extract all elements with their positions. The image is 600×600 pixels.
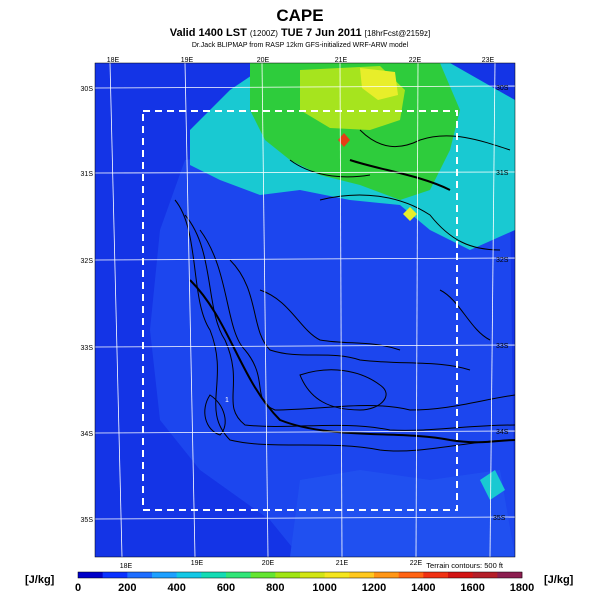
valid-date: TUE 7 Jun 2011 (280, 27, 362, 39)
valid-local-time: Valid 1400 LST (169, 27, 247, 39)
legend-swatch (300, 572, 325, 578)
legend-unit-left: [J/kg] (25, 574, 55, 586)
cape-field: 1 (95, 63, 515, 557)
valid-utc-time: (1200Z) (249, 29, 278, 38)
forecast-info: [18hrFcst@2159z] (364, 29, 431, 38)
lat-label-right: 31S (496, 170, 509, 177)
lat-label-right: 35S (493, 515, 506, 522)
model-credit: Dr.Jack BLIPMAP from RASP 12km GFS-initi… (191, 42, 409, 49)
legend-tick-label: 800 (266, 582, 284, 594)
lon-label-bottom: 18E (120, 563, 133, 570)
legend-tick-label: 1000 (312, 582, 336, 594)
legend-swatch (324, 572, 350, 578)
legend-tick-label: 1800 (510, 582, 534, 594)
legend-swatch (102, 572, 128, 578)
lon-label-bottom: 22E (410, 560, 423, 567)
legend-ticks: 0 200 400 600 800 1000 1200 1400 1600 1800 (75, 582, 534, 594)
legend-swatch (448, 572, 473, 578)
valid-time: Valid 1400 LST (1200Z) TUE 7 Jun 2011 [1… (0, 27, 600, 39)
lat-labels-left: 30S 31S 32S 33S 34S 35S (81, 86, 94, 524)
legend-tick-label: 600 (217, 582, 235, 594)
legend-swatch (497, 572, 523, 578)
lon-labels-bottom: 18E 19E 20E 21E 22E (120, 560, 423, 570)
legend-swatch (176, 572, 202, 578)
legend-tick-label: 400 (167, 582, 185, 594)
lat-label-right: 30S (496, 85, 509, 92)
southeast-blue-zone (290, 470, 515, 557)
legend-tick-label: 1600 (460, 582, 484, 594)
legend-unit-right: [J/kg] (544, 574, 574, 586)
lon-label-top: 19E (181, 57, 194, 64)
legend-swatch (423, 572, 449, 578)
legend-swatch (349, 572, 375, 578)
lat-label-left: 30S (81, 86, 94, 93)
lat-label-left: 31S (81, 171, 94, 178)
lon-label-top: 23E (482, 57, 495, 64)
legend-swatch (472, 572, 498, 578)
land-blue-zone (150, 150, 515, 557)
terrain-contours (174, 129, 515, 452)
lon-label-top: 21E (335, 57, 348, 64)
terrain-contour-note: Terrain contours: 500 ft (426, 561, 504, 570)
lon-label-bottom: 20E (262, 560, 275, 567)
legend-tick-label: 1400 (411, 582, 435, 594)
lat-label-left: 35S (81, 517, 94, 524)
cape-mid-spot-se (480, 470, 505, 500)
legend-color-bar (78, 572, 523, 578)
legend-swatch (250, 572, 276, 578)
legend-swatch (275, 572, 301, 578)
lat-label-left: 32S (81, 258, 94, 265)
legend-swatch (226, 572, 251, 578)
lat-label-left: 33S (81, 345, 94, 352)
legend-swatch (201, 572, 227, 578)
lon-label-top: 18E (107, 57, 120, 64)
cape-peak-zone (360, 68, 398, 100)
lon-labels-top: 18E 19E 20E 21E 22E 23E (107, 57, 495, 64)
legend-swatch (374, 572, 399, 578)
legend-tick-label: 0 (75, 582, 81, 594)
legend-swatch (127, 572, 153, 578)
lat-label-left: 34S (81, 431, 94, 438)
lon-label-bottom: 19E (191, 560, 204, 567)
legend-bar-border (77, 571, 523, 579)
legend-tick-label: 1200 (362, 582, 386, 594)
map-border (94, 62, 516, 558)
lat-label-right: 33S (496, 343, 509, 350)
lat-label-right: 32S (496, 257, 509, 264)
cape-hotspot-2 (403, 207, 417, 221)
inner-domain-box (142, 110, 458, 511)
legend-tick-label: 200 (118, 582, 136, 594)
graticule (95, 63, 515, 557)
legend-swatch (78, 572, 103, 578)
cape-hotspot-1 (338, 133, 350, 147)
chart-title: CAPE (276, 6, 324, 25)
legend-swatch (398, 572, 424, 578)
lat-labels-right: 30S 31S 32S 33S 34S 35S (493, 85, 509, 522)
lon-label-top: 20E (257, 57, 270, 64)
lon-label-top: 22E (409, 57, 422, 64)
color-legend: 0 200 400 600 800 1000 1200 1400 1600 1800 (75, 571, 534, 594)
lat-label-right: 34S (496, 429, 509, 436)
legend-swatch (152, 572, 177, 578)
site-marker-label: 1 (225, 397, 229, 404)
lon-label-bottom: 21E (336, 560, 349, 567)
